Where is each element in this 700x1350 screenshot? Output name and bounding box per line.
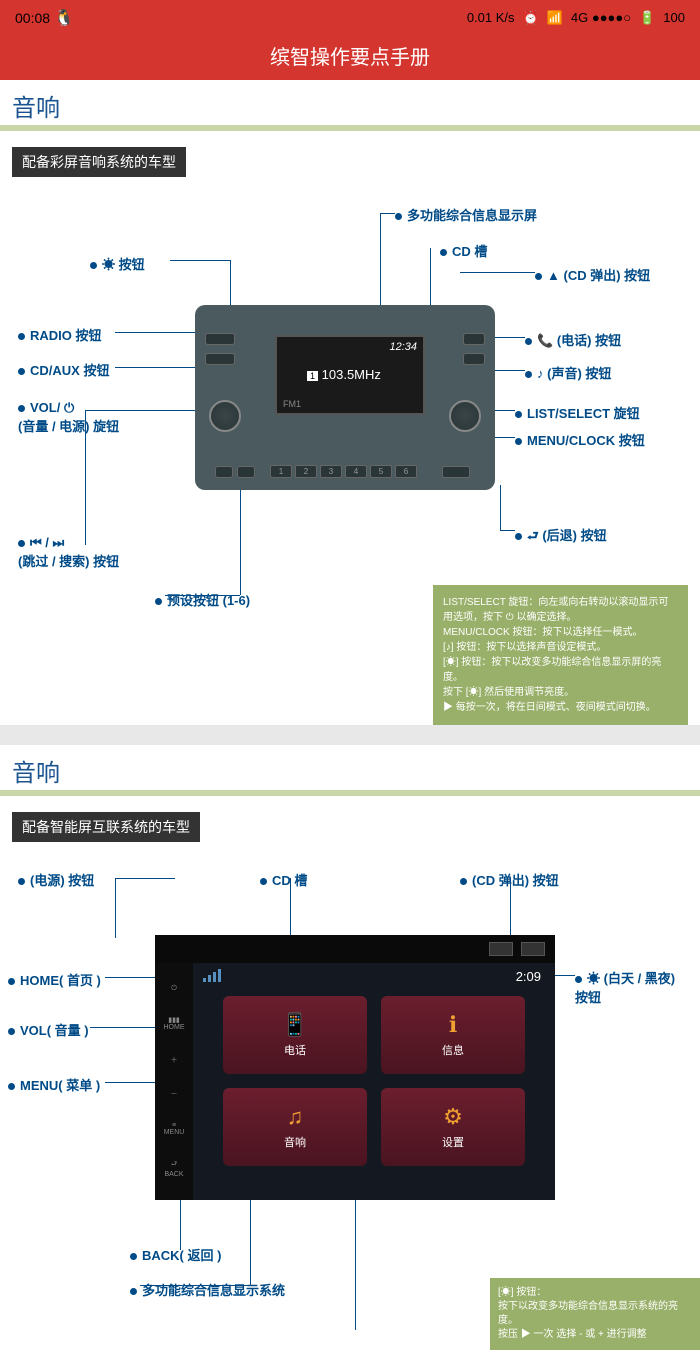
label-multi-display: 多功能综合信息显示屏 — [407, 208, 537, 223]
stereo-screen: 12:34 1 103.5MHz FM1 — [275, 335, 425, 415]
screen-time: 2:09 — [193, 963, 555, 990]
cd-eject-button[interactable] — [489, 942, 513, 956]
vol-up[interactable]: ＋ — [171, 1055, 178, 1065]
power-button[interactable]: ⏻ — [171, 985, 177, 993]
tile-电话[interactable]: 📱电话 — [223, 996, 367, 1074]
info-box-1: LIST/SELECT 旋钮：向左或向右转动以滚动显示可用选项，按下 ⏻ 以确定… — [433, 585, 688, 725]
divider — [0, 125, 700, 131]
section-1-title: 音响 — [0, 80, 700, 125]
page-title: 缤智操作要点手册 — [0, 35, 700, 80]
status-battery: 100 — [663, 10, 685, 25]
status-speed: 0.01 K/s — [467, 10, 515, 25]
brightness-button[interactable] — [521, 942, 545, 956]
home-button[interactable]: ▮▮▮HOME — [164, 1016, 185, 1031]
status-network: 4G ●●●●○ — [571, 10, 631, 25]
wifi-icon: 📶 — [547, 10, 563, 26]
stereo-band: FM1 — [283, 399, 301, 409]
label-vol: VOL/ ⏻ (音量 / 电源) 旋钮 — [18, 400, 119, 434]
stereo-unit: 12:34 1 103.5MHz FM1 123456 — [195, 305, 495, 490]
touchscreen-unit: ⏻ ▮▮▮HOME ＋ － ≡MENU ⮐BACK 2:09 📱电话ℹ信息♫音响… — [155, 935, 555, 1200]
stereo-time: 12:34 — [277, 337, 423, 357]
label-skip: ⏮ / ⏭ (跳过 / 搜索) 按钮 — [18, 535, 119, 569]
label2-home: HOME( 首页 ) — [20, 973, 101, 988]
label2-vol: VOL( 音量 ) — [20, 1023, 89, 1038]
label-list: LIST/SELECT 旋钮 — [527, 406, 640, 421]
label-phone: (电话) 按钮 — [557, 333, 621, 348]
section-2-title: 音响 — [0, 745, 700, 790]
info-box-2: [☀] 按钮： 按下以改变多功能综合信息显示系统的亮度。 按压 ▶ 一次 选择 … — [490, 1278, 700, 1350]
tile-信息[interactable]: ℹ信息 — [381, 996, 525, 1074]
label-cdaux: CD/AUX 按钮 — [30, 363, 109, 378]
status-bar: 00:08 🐧 0.01 K/s ⏰ 📶 4G ●●●●○ 🔋 100 — [0, 0, 700, 35]
label-brightness: 按钮 — [119, 257, 145, 272]
label-radio: RADIO 按钮 — [30, 328, 102, 343]
tile-音响[interactable]: ♫音响 — [223, 1088, 367, 1166]
diagram-1: 多功能综合信息显示屏 CD 槽 ▲ (CD 弹出) 按钮 📞 (电话) 按钮 ♪… — [0, 185, 700, 725]
alarm-icon: ⏰ — [523, 10, 539, 26]
back-button[interactable]: ⮐BACK — [164, 1160, 183, 1178]
label2-cd-eject: (CD 弹出) 按钮 — [472, 873, 559, 888]
tile-设置[interactable]: ⚙设置 — [381, 1088, 525, 1166]
divider — [0, 790, 700, 796]
section-2-subtitle: 配备智能屏互联系统的车型 — [12, 812, 200, 842]
diagram-2: (电源) 按钮 CD 槽 (CD 弹出) 按钮 ☀ (白天 / 黑夜) 按钮 H… — [0, 850, 700, 1340]
label2-menu: MENU( 菜单 ) — [20, 1078, 100, 1093]
menu-button[interactable]: ≡MENU — [164, 1122, 185, 1136]
label2-power: (电源) 按钮 — [30, 873, 94, 888]
section-1-subtitle: 配备彩屏音响系统的车型 — [12, 147, 186, 177]
battery-icon: 🔋 — [639, 10, 655, 26]
label2-back: BACK( 返回 ) — [142, 1248, 221, 1263]
label2-daynight: (白天 / 黑夜) 按钮 — [575, 971, 675, 1005]
label-menu: MENU/CLOCK 按钮 — [527, 433, 645, 448]
label-back: (后退) 按钮 — [542, 528, 606, 543]
vol-down[interactable]: － — [171, 1089, 178, 1099]
label-cd-eject: (CD 弹出) 按钮 — [563, 268, 650, 283]
label-sound: (声音) 按钮 — [547, 366, 611, 381]
status-time: 00:08 — [15, 10, 50, 26]
stereo-freq: 103.5MHz — [322, 367, 381, 382]
label-cd-slot: CD 槽 — [452, 244, 487, 259]
